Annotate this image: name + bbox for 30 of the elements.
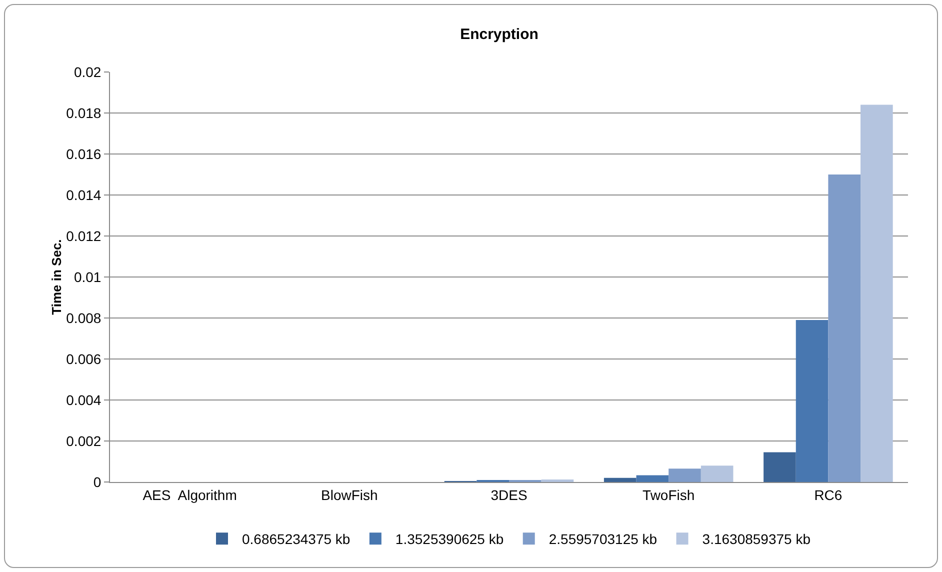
x-tick-label: BlowFish <box>321 486 378 503</box>
y-tick-label: 0.006 <box>66 350 102 367</box>
legend-label: 1.3525390625 kb <box>395 531 504 548</box>
x-tick-label: 3DES <box>490 486 528 503</box>
bar <box>764 452 796 482</box>
y-tick-label: 0.008 <box>66 310 102 326</box>
bar <box>700 466 734 482</box>
y-tick-label: 0.004 <box>66 392 102 408</box>
legend-label: 2.5595703125 kb <box>548 531 658 548</box>
bar <box>636 475 669 482</box>
x-tick-label: AES Algorithm <box>142 486 237 503</box>
y-tick-label: 0.002 <box>66 432 102 449</box>
legend-label: 0.6865234375 kb <box>242 531 350 548</box>
bar <box>604 478 636 482</box>
y-axis-title: Time in Sec. <box>49 239 64 315</box>
chart-title: Encryption <box>460 26 538 44</box>
x-tick-label: TwoFish <box>642 486 695 503</box>
x-tick-label: RC6 <box>814 486 842 503</box>
bar <box>860 104 893 482</box>
y-tick-label: 0.018 <box>66 104 102 121</box>
y-tick-label: 0.014 <box>66 186 102 203</box>
y-tick-label: 0.02 <box>74 64 102 80</box>
y-tick-label: 0 <box>93 474 102 490</box>
y-tick-label: 0.01 <box>74 268 102 285</box>
bar <box>668 468 701 482</box>
y-tick-label: 0.012 <box>66 228 102 244</box>
y-tick-label: 0.016 <box>66 146 102 162</box>
legend-label: 3.1630859375 kb <box>702 531 811 548</box>
bar <box>796 320 828 482</box>
bar <box>828 174 861 482</box>
